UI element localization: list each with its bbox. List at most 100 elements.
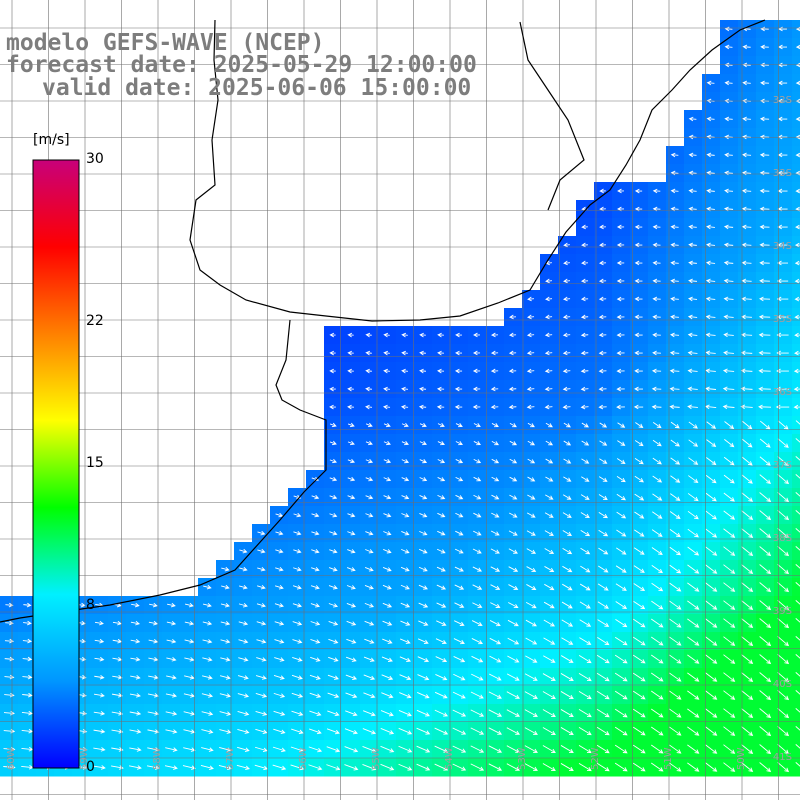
wind-arrow (383, 368, 390, 374)
wind-arrow (291, 710, 304, 716)
wind-arrow (688, 242, 697, 248)
wind-arrow (416, 709, 430, 717)
wind-arrow (401, 477, 410, 482)
wind-arrow (506, 727, 521, 735)
wind-arrow (776, 296, 789, 302)
wind-arrow (329, 440, 337, 446)
wind-arrow (741, 528, 754, 538)
wind-arrow (670, 421, 680, 429)
wind-arrow (184, 657, 195, 662)
wind-arrow (687, 493, 699, 502)
wind-arrow (472, 566, 483, 572)
wind-arrow (794, 260, 800, 266)
wind-arrow (94, 620, 104, 626)
wind-arrow (308, 746, 323, 753)
colorbar (32, 159, 80, 769)
wind-arrow (329, 494, 338, 500)
wind-arrow (256, 657, 267, 662)
wind-arrow (705, 386, 717, 392)
wind-arrow (616, 386, 625, 392)
wind-arrow (759, 492, 772, 503)
wind-arrow (795, 636, 800, 641)
wind-arrow (527, 314, 535, 320)
wind-arrow (562, 512, 572, 518)
wind-arrow (220, 602, 230, 608)
wind-arrow (165, 711, 178, 716)
wind-arrow (238, 621, 249, 626)
wind-arrow (274, 621, 285, 626)
wind-arrow (759, 224, 770, 230)
wind-arrow (687, 564, 700, 574)
wind-arrow (364, 638, 375, 644)
wind-arrow (688, 116, 697, 122)
wind-arrow (347, 440, 355, 446)
wind-arrow (705, 726, 718, 736)
wind-arrow (5, 602, 14, 608)
wind-arrow (347, 531, 356, 536)
wind-arrow (238, 657, 249, 662)
wind-arrow (275, 530, 284, 536)
wind-arrow (795, 188, 800, 194)
wind-arrow (362, 746, 377, 753)
wind-arrow (435, 674, 448, 681)
wind-arrow (723, 528, 736, 538)
wind-arrow (239, 584, 248, 590)
wind-arrow (545, 458, 554, 464)
wind-arrow (598, 350, 607, 356)
wind-arrow (401, 495, 410, 500)
wind-arrow (777, 80, 788, 86)
wind-arrow (598, 511, 608, 519)
wind-arrow (129, 729, 142, 734)
wind-arrow (741, 726, 754, 736)
wind-arrow (471, 638, 484, 645)
wind-arrow (687, 708, 700, 718)
wind-arrow (381, 656, 393, 662)
wind-arrow (634, 332, 643, 338)
wind-arrow (455, 459, 464, 464)
wind-arrow (705, 332, 716, 338)
wind-arrow (563, 260, 570, 266)
wind-arrow (652, 493, 663, 501)
wind-arrow (795, 600, 800, 605)
wind-arrow (383, 495, 392, 500)
wind-arrow (614, 654, 628, 664)
wind-arrow (525, 619, 537, 627)
latitude-label: 34S (772, 241, 792, 252)
wind-arrow (184, 602, 194, 608)
wind-arrow (632, 708, 646, 718)
wind-arrow (347, 549, 356, 554)
wind-arrow (255, 728, 268, 734)
wind-arrow (652, 314, 661, 320)
wind-arrow (437, 477, 446, 482)
wind-arrow (362, 710, 376, 717)
wind-arrow (292, 639, 303, 644)
wind-arrow (455, 440, 463, 446)
wind-arrow (670, 260, 679, 266)
wind-arrow (507, 619, 519, 627)
wind-arrow (706, 242, 716, 248)
wind-arrow (506, 763, 521, 771)
wind-arrow (741, 510, 754, 520)
wind-arrow (652, 224, 661, 230)
wind-speed-cell (792, 20, 800, 39)
wind-arrow (146, 765, 160, 770)
wind-arrow (759, 654, 772, 665)
wind-arrow (490, 404, 499, 410)
wind-arrow (454, 584, 465, 590)
wind-arrow (741, 708, 754, 718)
wind-arrow (580, 350, 589, 356)
wind-arrow (562, 350, 571, 356)
wind-arrow (560, 745, 574, 754)
wind-arrow (741, 224, 752, 230)
wind-arrow (777, 708, 790, 719)
wind-arrow (724, 80, 733, 86)
wind-arrow (599, 260, 607, 266)
wind-arrow (544, 404, 553, 410)
wind-arrow (526, 332, 535, 338)
wind-arrow (616, 350, 625, 356)
wind-arrow (759, 600, 772, 611)
wind-arrow (614, 690, 628, 700)
wind-arrow (364, 620, 375, 626)
wind-arrow (560, 709, 574, 718)
